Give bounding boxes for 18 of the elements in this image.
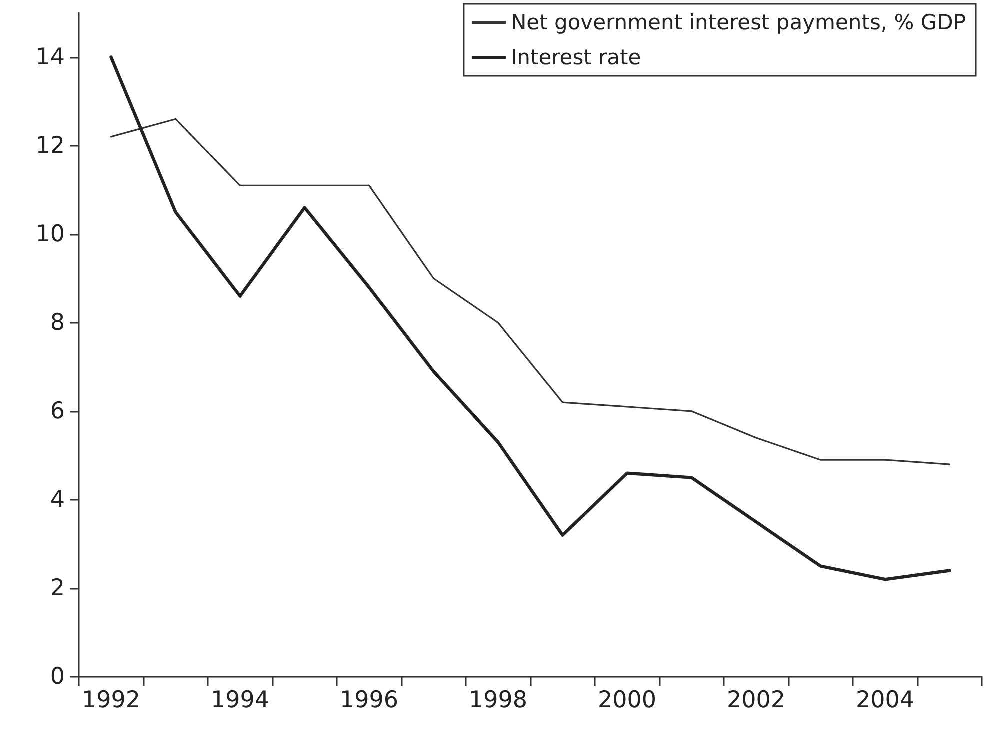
y-tick-label: 10	[36, 221, 65, 248]
y-tick-label: 8	[50, 310, 65, 336]
y-tick-label: 4	[50, 486, 65, 513]
y-tick-label: 2	[50, 575, 65, 602]
x-tick-label: 1994	[210, 688, 270, 714]
line-series	[110, 118, 951, 466]
y-tick-label: 12	[36, 132, 65, 159]
y-tick-label: 6	[50, 398, 65, 424]
legend-label: Interest rate	[510, 46, 642, 70]
x-tick-label: 1998	[468, 688, 528, 714]
legend-label: Net government interest payments, % GDP	[510, 10, 966, 34]
x-tick-label: 2000	[598, 688, 657, 714]
y-tick-label: 0	[50, 664, 65, 690]
x-tick-label: 2004	[856, 688, 915, 714]
y-tick-label: 14	[36, 44, 65, 70]
x-tick-label: 1996	[340, 688, 399, 714]
x-tick-label: 1992	[82, 688, 141, 714]
x-tick-label: 2002	[726, 688, 786, 714]
